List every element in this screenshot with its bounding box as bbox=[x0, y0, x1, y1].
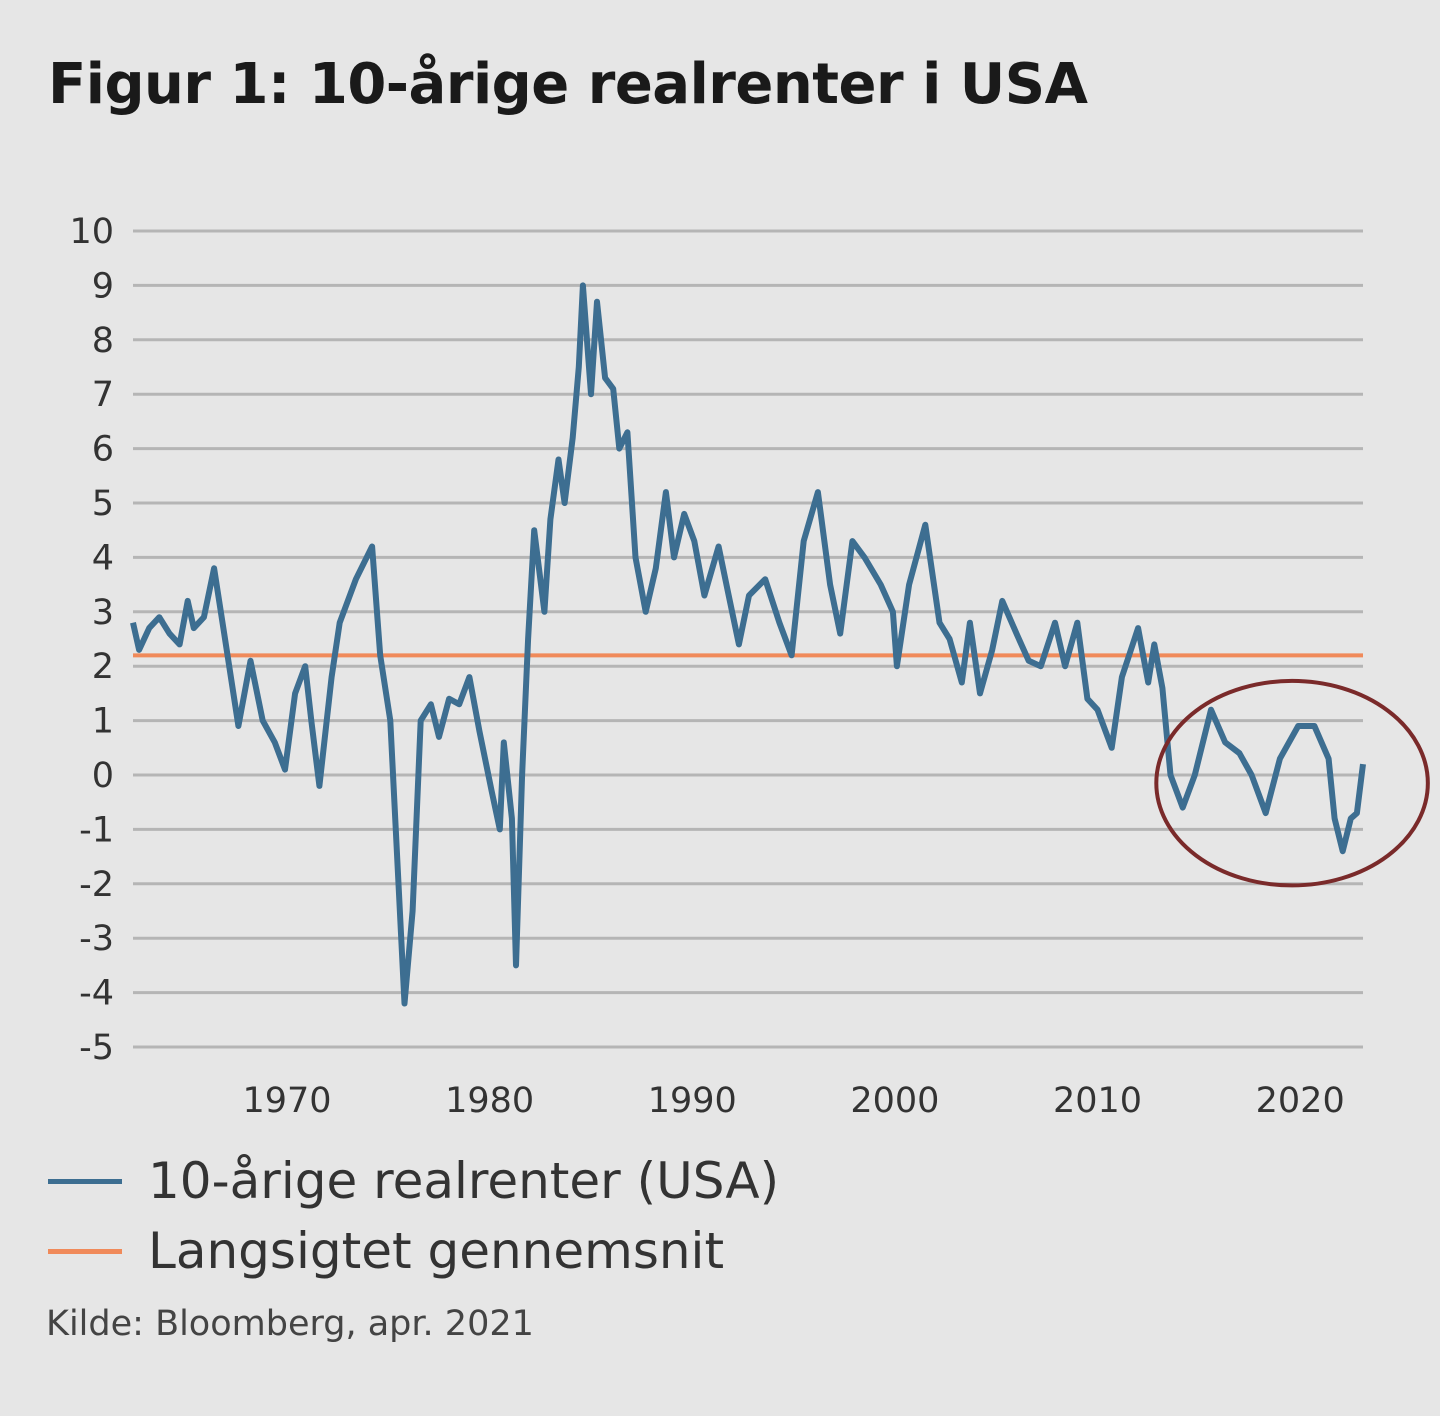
chart-title: Figur 1: 10-årige realrenter i USA bbox=[48, 52, 1088, 117]
y-tick-label: 5 bbox=[92, 484, 114, 524]
legend-item-average: Langsigtet gennemsnit bbox=[48, 1222, 724, 1280]
legend-label: Langsigtet gennemsnit bbox=[148, 1222, 725, 1280]
x-tick-label: 1970 bbox=[242, 1081, 331, 1121]
y-tick-label: 3 bbox=[92, 593, 114, 633]
x-tick-label: 1980 bbox=[445, 1081, 534, 1121]
y-tick-label: 1 bbox=[92, 702, 114, 742]
y-tick-label: 4 bbox=[92, 538, 114, 578]
y-tick-label: 0 bbox=[92, 756, 114, 796]
legend-swatch-orange bbox=[48, 1248, 122, 1254]
real-rate-line bbox=[130, 282, 1366, 1007]
y-tick-label: 10 bbox=[69, 212, 114, 252]
y-tick-label: 9 bbox=[92, 266, 114, 306]
y-tick-label: 6 bbox=[92, 430, 114, 470]
y-tick-label: -3 bbox=[79, 919, 114, 959]
y-tick-label: -2 bbox=[79, 865, 114, 905]
legend-label: 10-årige realrenter (USA) bbox=[148, 1152, 780, 1210]
y-tick-label: 8 bbox=[92, 321, 114, 361]
x-tick-label: 2000 bbox=[850, 1081, 939, 1121]
y-tick-label: 2 bbox=[92, 647, 114, 687]
legend-swatch-blue bbox=[48, 1178, 122, 1184]
highlight-ellipse bbox=[1154, 678, 1430, 888]
x-tick-label: 2020 bbox=[1256, 1081, 1345, 1121]
y-tick-label: -4 bbox=[79, 974, 114, 1014]
x-tick-label: 2010 bbox=[1053, 1081, 1142, 1121]
legend-item-real-rates: 10-årige realrenter (USA) bbox=[48, 1152, 779, 1210]
y-tick-label: -5 bbox=[79, 1028, 114, 1068]
y-tick-label: 7 bbox=[92, 375, 114, 415]
source-note: Kilde: Bloomberg, apr. 2021 bbox=[46, 1304, 534, 1344]
y-tick-label: -1 bbox=[79, 810, 114, 850]
x-tick-label: 1990 bbox=[648, 1081, 737, 1121]
